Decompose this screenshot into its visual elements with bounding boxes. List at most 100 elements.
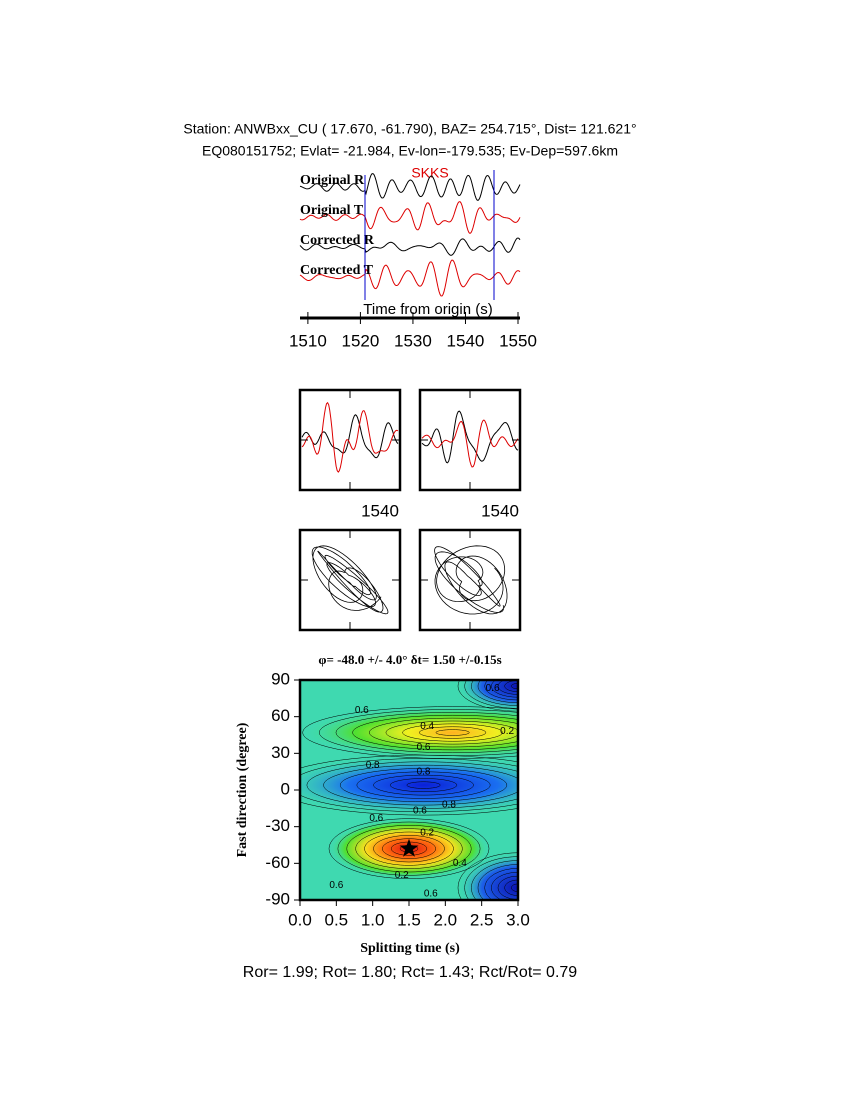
y-axis-title: Fast direction (degree) bbox=[235, 722, 250, 857]
particle-motion bbox=[434, 545, 508, 615]
y-tick-label: -60 bbox=[265, 853, 290, 872]
contour-line bbox=[302, 706, 518, 759]
contour-line bbox=[373, 835, 445, 863]
trace-label: Original R bbox=[300, 173, 365, 188]
contour-line bbox=[389, 778, 458, 793]
y-tick-label: -30 bbox=[265, 816, 290, 835]
x-tick-label: 1.0 bbox=[361, 910, 385, 929]
contour-label: 0.2 bbox=[500, 726, 514, 737]
x-tick-label: 1510 bbox=[289, 331, 327, 350]
contour-label: 0.4 bbox=[453, 858, 467, 869]
waveform bbox=[421, 410, 519, 464]
time-label: 1540 bbox=[481, 501, 519, 520]
contour-fill bbox=[458, 852, 518, 900]
contour-line bbox=[471, 680, 518, 706]
contour-line bbox=[511, 683, 518, 690]
contour-fill bbox=[300, 755, 518, 816]
x-tick-label: 2.5 bbox=[470, 910, 494, 929]
particle-motion bbox=[311, 545, 389, 615]
contour-line bbox=[491, 680, 518, 698]
contour-label: 0.8 bbox=[366, 760, 380, 771]
result-title: φ= -48.0 +/- 4.0° δt= 1.50 +/-0.15s bbox=[318, 652, 501, 667]
seismogram-box bbox=[298, 388, 402, 492]
x-axis-title: Splitting time (s) bbox=[360, 941, 460, 956]
contour-line bbox=[457, 680, 518, 712]
trace-panel: Original R Original T Corrected R Corrected… bbox=[299, 173, 521, 297]
contour-line bbox=[457, 852, 518, 900]
contour-line bbox=[406, 781, 441, 789]
x-tick-label: 1520 bbox=[341, 331, 379, 350]
y-tick-label: 0 bbox=[281, 779, 290, 798]
grid-search: 0.6 0.6 0.4 0.2 0.6 0.8 0.8 0.6 0.8 0.6 0.2 0.4 0.2 0… bbox=[265, 669, 530, 929]
contour-line bbox=[402, 723, 503, 742]
contour-line bbox=[300, 758, 518, 813]
x-tick-label: 2.0 bbox=[434, 910, 458, 929]
waveform bbox=[299, 201, 521, 235]
y-tick-label: 90 bbox=[271, 669, 290, 688]
contour-line bbox=[356, 771, 491, 799]
contour-label: 0.6 bbox=[413, 805, 427, 816]
contour-line bbox=[382, 838, 436, 859]
contour-line bbox=[323, 764, 518, 806]
particle-panels: 1540 1540 bbox=[298, 388, 522, 632]
contour-fill bbox=[302, 706, 518, 759]
contour-line bbox=[346, 825, 472, 873]
x-tick-label: 1550 bbox=[499, 331, 537, 350]
contour-line bbox=[328, 818, 490, 879]
contour-line bbox=[477, 864, 518, 900]
x-tick-label: 0.0 bbox=[288, 910, 312, 929]
contour-label: 0.8 bbox=[442, 799, 456, 810]
contour-label: 0.2 bbox=[395, 870, 409, 881]
contour-line bbox=[335, 712, 518, 754]
trace-label: Original T bbox=[300, 203, 364, 218]
particle-box bbox=[298, 528, 402, 632]
contour-label: 0.6 bbox=[355, 705, 369, 716]
footer-ratios: Ror= 1.99; Rot= 1.80; Rct= 1.43; Rct/Rot… bbox=[243, 964, 578, 981]
contour-label: 0.4 bbox=[420, 721, 434, 732]
contour-label: 0.6 bbox=[369, 813, 383, 824]
time-label: 1540 bbox=[361, 501, 399, 520]
contour-map: 0.6 0.6 0.4 0.2 0.6 0.8 0.8 0.6 0.8 0.6 0.2 0.4 0.2 0… bbox=[300, 680, 518, 900]
contour-line bbox=[419, 726, 487, 739]
contour-label: 0.2 bbox=[420, 827, 434, 838]
contour-fill bbox=[458, 680, 518, 712]
contour-line bbox=[369, 717, 518, 748]
phase-label: SKKS bbox=[411, 165, 448, 181]
contour-line bbox=[497, 680, 518, 695]
trace-label: Corrected T bbox=[300, 263, 374, 278]
contour-line bbox=[337, 821, 481, 876]
x-tick-label: 1.5 bbox=[397, 910, 421, 929]
station-line: Station: ANWBxx_CU ( 17.670, -61.790), B… bbox=[183, 121, 636, 137]
contour-label: 0.6 bbox=[486, 683, 500, 694]
time-axis-title: Time from origin (s) bbox=[363, 301, 492, 318]
trace-label: Corrected R bbox=[300, 233, 375, 248]
contour-line bbox=[385, 720, 518, 745]
contour-line bbox=[471, 860, 518, 900]
waveform bbox=[421, 419, 519, 468]
contour-line bbox=[352, 714, 518, 751]
contour-line bbox=[477, 680, 518, 704]
event-line: EQ080151752; Evlat= -21.984, Ev-lon=-179… bbox=[202, 143, 618, 159]
contour-label: 0.6 bbox=[424, 889, 438, 900]
contour-line bbox=[511, 883, 518, 892]
waveform bbox=[299, 259, 521, 297]
contour-label: 0.6 bbox=[417, 742, 431, 753]
contour-line bbox=[373, 774, 474, 796]
y-tick-label: 30 bbox=[271, 743, 290, 762]
contour-label: 0.8 bbox=[417, 766, 431, 777]
x-tick-label: 1540 bbox=[447, 331, 485, 350]
y-tick-label: 60 bbox=[271, 706, 290, 725]
contour-line bbox=[491, 871, 518, 900]
contour-label: 0.6 bbox=[329, 880, 343, 891]
x-tick-label: 0.5 bbox=[325, 910, 349, 929]
contour-line bbox=[364, 831, 454, 866]
x-tick-label: 3.0 bbox=[506, 910, 530, 929]
contour-line bbox=[339, 768, 508, 803]
waveform bbox=[301, 414, 399, 459]
contour-line bbox=[319, 709, 518, 756]
contour-line bbox=[306, 761, 518, 809]
seismogram-box bbox=[418, 388, 522, 492]
y-tick-label: -90 bbox=[265, 889, 290, 908]
